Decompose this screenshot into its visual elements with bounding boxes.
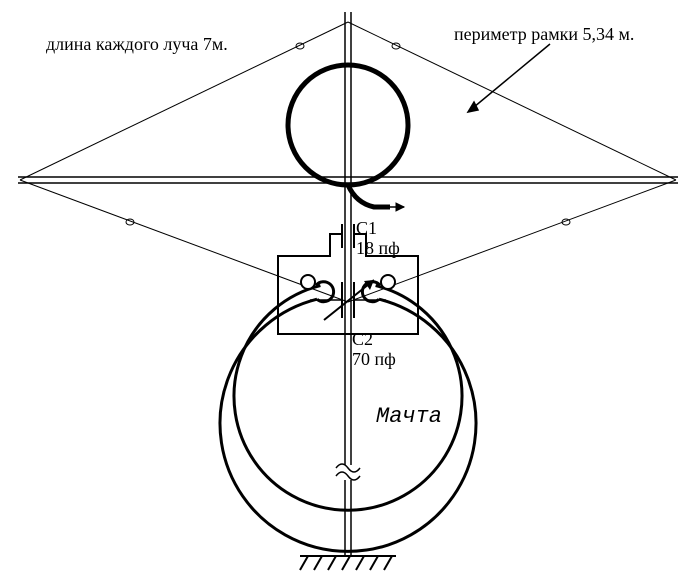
c1-capacitor — [342, 224, 354, 248]
mast — [336, 12, 360, 556]
feed-arrow — [390, 203, 404, 211]
label-c2-value: 70 пф — [352, 349, 396, 370]
label-c2-name: С2 — [352, 329, 373, 350]
c2-capacitor — [310, 280, 386, 320]
label-beam-length: длина каждого луча 7м. — [46, 34, 228, 55]
label-c1-name: С1 — [356, 218, 377, 239]
label-mast: Мачта — [376, 404, 442, 429]
feed-loop — [288, 65, 408, 207]
diagram-svg — [0, 0, 695, 581]
cross-boom — [18, 177, 678, 183]
perimeter-leader — [468, 44, 550, 112]
label-c1-value: 18 пф — [356, 238, 400, 259]
ground-symbol — [300, 556, 396, 570]
label-perimeter: периметр рамки 5,34 м. — [454, 24, 634, 45]
diagram-root: длина каждого луча 7м. периметр рамки 5,… — [0, 0, 695, 581]
